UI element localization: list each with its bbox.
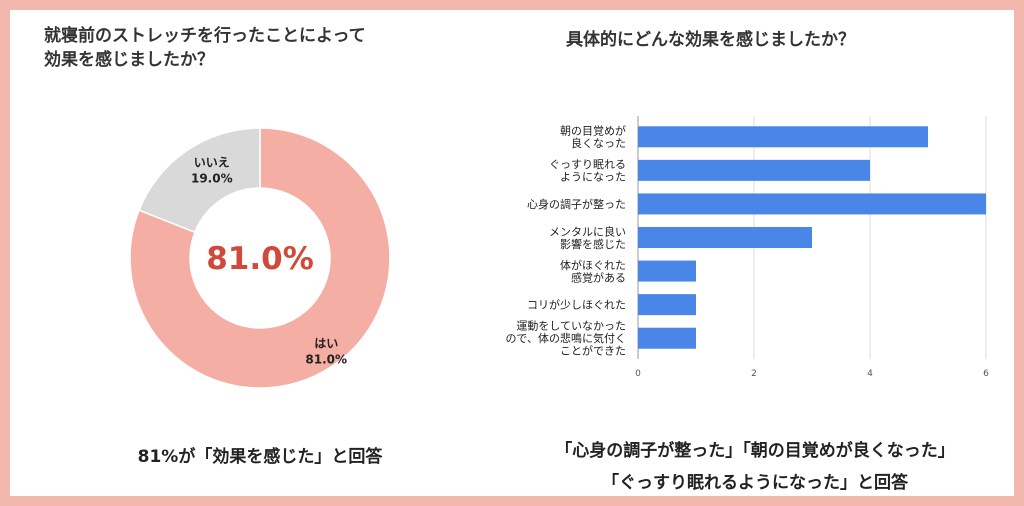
donut-slice-no [138, 127, 261, 234]
right-caption-line1: 「心身の調子が整った」「朝の目覚めが良くなった」 [555, 441, 955, 461]
x-tick-label: 4 [867, 369, 873, 379]
donut-value-no: 19.0% [191, 171, 233, 185]
left-chart-title: 就寝前のストレッチを行ったことによって 効果を感じましたか？ [44, 26, 366, 70]
category-label: ぐっすり眠れるようになった [549, 158, 626, 184]
bar [638, 126, 928, 148]
donut-label-yes: はい [314, 337, 338, 351]
donut-label-no: いいえ [194, 155, 230, 169]
left-caption: 81%が「効果を感じた」と回答 [137, 447, 383, 467]
bar [638, 159, 870, 181]
category-label: 体がほぐれた感覚がある [560, 258, 626, 285]
donut-slice-yes [129, 127, 391, 389]
bar [638, 227, 812, 248]
bar [638, 327, 696, 349]
x-tick-label: 0 [635, 369, 641, 379]
x-tick-label: 2 [751, 369, 757, 379]
donut-chart: はい 81.0% いいえ 19.0% 81.0% [129, 127, 391, 389]
category-label: コリが少しほぐれた [527, 298, 626, 312]
category-label: 朝の目覚めが良くなった [560, 124, 626, 150]
category-label: 運動をしていなかったので、体の悲鳴に気付くことができた [505, 319, 626, 358]
bar [638, 294, 696, 316]
donut-value-yes: 81.0% [305, 353, 347, 367]
category-label: 心身の調子が整った [527, 197, 626, 211]
right-chart-title: 具体的にどんな効果を感じましたか？ [566, 30, 855, 50]
right-caption-line2: 「ぐっすり眠れるようになった」と回答 [602, 473, 908, 493]
category-label: メンタルに良い影響を感じた [549, 224, 626, 251]
bar [638, 193, 986, 215]
bar-chart: 0 2 4 6 朝の目覚めが良くなったぐっすり眠れるようになった心身の調子が整ったメンタ… [505, 116, 989, 379]
x-tick-label: 6 [983, 369, 989, 379]
infographic-card: 就寝前のストレッチを行ったことによって 効果を感じましたか？ 具体的にどんな効果… [10, 10, 1014, 496]
bar [638, 260, 696, 282]
donut-center-label: 81.0% [206, 241, 314, 277]
